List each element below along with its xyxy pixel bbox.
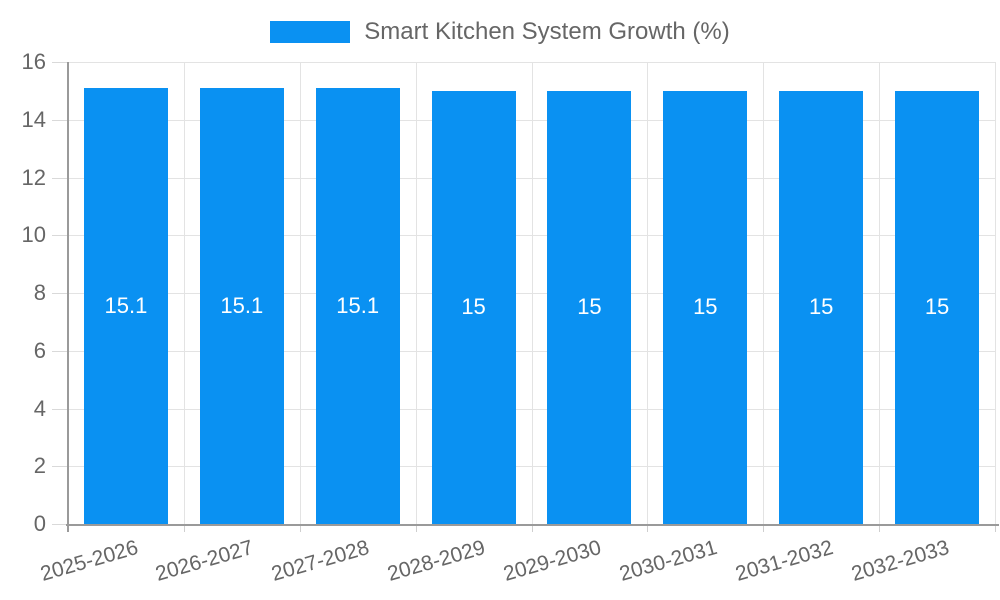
x-tick-mark (995, 524, 996, 532)
v-gridline (183, 62, 185, 524)
legend-label: Smart Kitchen System Growth (%) (364, 18, 730, 45)
y-tick-label: 4 (33, 395, 46, 421)
x-tick-label: 2026-2027 (153, 536, 257, 586)
x-tick-label: 2029-2030 (500, 536, 604, 586)
y-tick-mark (52, 350, 68, 352)
x-axis: 2025-2026 2026-2027 2027-2028 2028-2029 2029… (37, 524, 995, 600)
y-tick-label: 6 (33, 337, 46, 363)
legend-swatch (270, 21, 351, 43)
x-axis-line (66, 524, 999, 526)
y-tick-label: 12 (21, 164, 46, 190)
x-tick-mark (879, 524, 881, 532)
legend[interactable]: Smart Kitchen System Growth (%) (0, 18, 1000, 46)
y-tick-mark (52, 235, 68, 237)
bar (199, 88, 284, 524)
x-tick-mark (299, 524, 301, 532)
y-tick-mark (52, 466, 68, 468)
y-tick-mark (52, 119, 68, 121)
bar (83, 88, 168, 524)
y-tick-label: 0 (33, 511, 46, 536)
bar (663, 90, 748, 524)
bar (315, 88, 400, 524)
v-gridline (995, 62, 996, 524)
y-tick-label: 10 (21, 222, 46, 248)
x-tick-mark (415, 524, 417, 532)
x-tick-label: 2030-2031 (616, 536, 720, 586)
y-tick-label: 16 (21, 49, 46, 74)
v-gridline (763, 62, 765, 524)
v-gridline (647, 62, 649, 524)
x-tick-label: 2032-2033 (848, 536, 952, 586)
y-tick-mark (52, 408, 68, 410)
y-tick-label: 8 (33, 280, 46, 305)
x-tick-mark (647, 524, 649, 532)
x-tick-mark (763, 524, 765, 532)
v-gridline (531, 62, 533, 524)
v-gridline (415, 62, 417, 524)
y-tick-label: 14 (21, 106, 46, 132)
bar (547, 90, 632, 524)
bar (431, 90, 516, 524)
y-tick-mark (52, 177, 68, 179)
x-tick-label: 2028-2029 (385, 536, 488, 586)
x-tick-mark (531, 524, 533, 532)
x-tick-label: 2025-2026 (37, 536, 141, 586)
y-tick-mark (52, 293, 68, 294)
x-tick-label: 2027-2028 (269, 536, 373, 586)
v-gridline (879, 62, 881, 524)
bar (779, 90, 864, 524)
v-gridline (299, 62, 301, 524)
y-tick-mark (52, 524, 68, 525)
y-axis-line (67, 62, 69, 532)
y-axis: 0 2 4 6 8 10 12 14 16 (0, 49, 46, 536)
plot-area: 15.1 15.1 15.1 15 15 15 15 15 (52, 62, 999, 532)
x-tick-mark (183, 524, 185, 532)
y-tick-mark (52, 62, 68, 63)
bar (895, 90, 980, 524)
x-tick-label: 2031-2032 (732, 536, 836, 586)
y-tick-label: 2 (33, 453, 46, 479)
